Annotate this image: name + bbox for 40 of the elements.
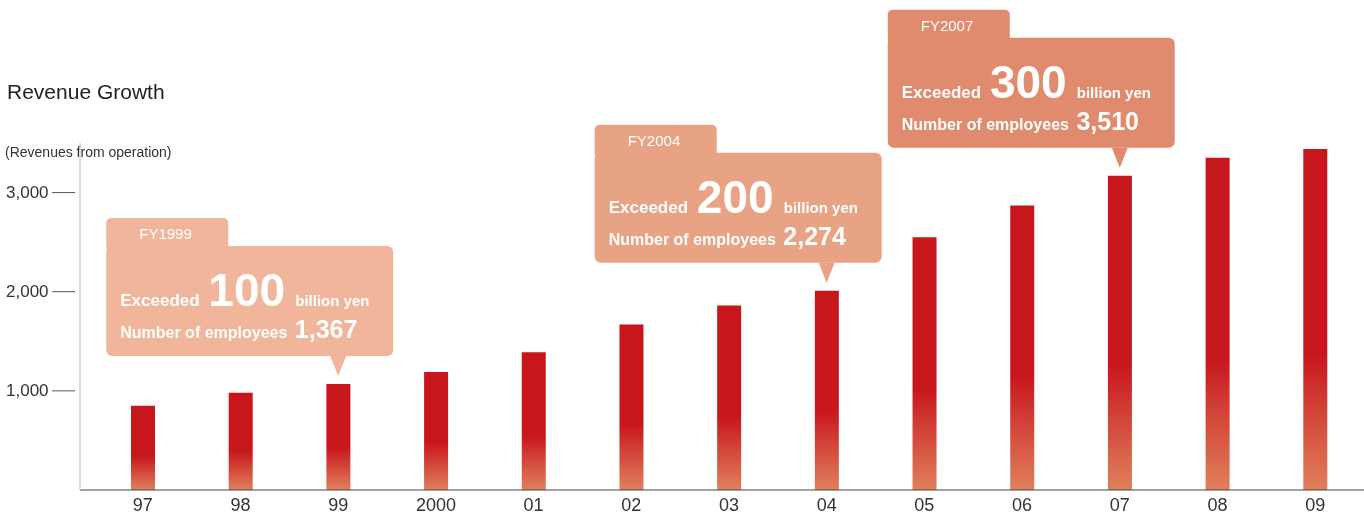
x-tick-label: 99 xyxy=(328,494,349,515)
bar xyxy=(912,237,937,490)
y-axis-title: (Revenues from operation) xyxy=(5,144,172,160)
y-tick-label: 3,000 xyxy=(6,183,49,203)
x-tick-label: 97 xyxy=(132,494,153,515)
x-tick-label: 07 xyxy=(1109,494,1130,515)
annotation: Exceeded 100 billion yen xyxy=(120,263,370,316)
x-tick-label: 03 xyxy=(718,494,740,515)
x-tick-label: 2000 xyxy=(415,494,456,515)
bar xyxy=(1303,148,1328,490)
y-tick-label: 2,000 xyxy=(6,282,49,302)
annotation: Exceeded 300 billion yen xyxy=(901,55,1151,108)
bar xyxy=(1107,175,1132,490)
bar xyxy=(521,352,546,490)
bar xyxy=(1010,205,1035,490)
bar xyxy=(717,305,742,490)
x-tick-label: 02 xyxy=(621,494,642,515)
bar xyxy=(326,383,351,490)
bar xyxy=(1205,157,1230,490)
bar xyxy=(131,405,155,490)
chart-title: Revenue Growth xyxy=(7,80,165,104)
text: FY2007 xyxy=(920,16,974,34)
bar xyxy=(228,392,253,490)
annotation: Exceeded 200 billion yen xyxy=(608,170,858,223)
bar xyxy=(619,324,644,490)
annotation: Number of employees 1,367 xyxy=(120,314,358,343)
bar xyxy=(814,290,839,490)
annotation: Number of employees 2,274 xyxy=(608,221,846,250)
x-tick-label: 08 xyxy=(1207,494,1228,515)
x-tick-label: 04 xyxy=(816,494,837,515)
annotation: FY1999 xyxy=(139,224,192,242)
x-tick-label: 05 xyxy=(914,494,935,515)
annotation: FY2004 xyxy=(627,131,681,149)
y-tick-label: 1,000 xyxy=(6,381,49,401)
x-tick-label: 98 xyxy=(230,494,251,515)
annotation: Number of employees 3,510 xyxy=(901,106,1139,135)
x-tick-label: 01 xyxy=(523,494,544,515)
x-tick-label: 09 xyxy=(1305,494,1326,515)
bar xyxy=(424,372,449,490)
x-tick-label: 06 xyxy=(1012,494,1033,515)
